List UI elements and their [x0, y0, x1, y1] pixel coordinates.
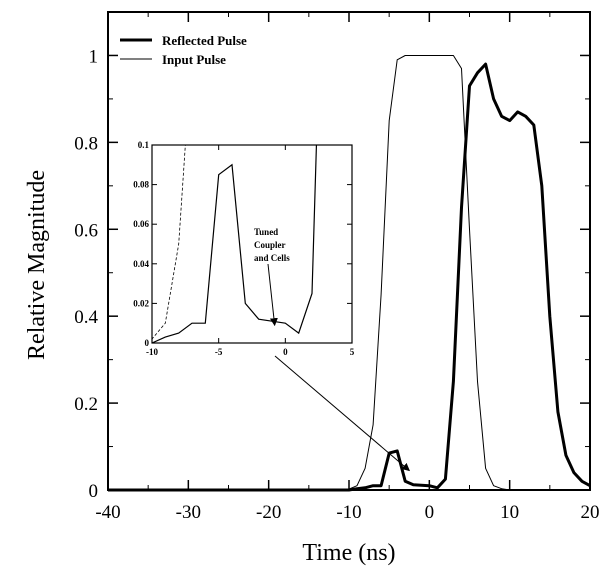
x-axis-title: Time (ns): [302, 540, 395, 566]
inset-y-tick-label: 0.1: [138, 140, 150, 150]
inset-series-layer: [152, 145, 318, 343]
inset-x-tick-label: -5: [215, 347, 223, 357]
x-tick-label: -10: [336, 502, 361, 523]
inset-background: [152, 145, 352, 343]
y-tick-label: 0.8: [74, 133, 98, 154]
x-tick-label: 0: [425, 502, 435, 523]
inset-chart: -10 -5 0 5 0 0.02 0.04 0.06 0.08 0.1: [133, 140, 355, 357]
inset-frame: [151, 144, 353, 344]
x-tick-label: 20: [581, 502, 600, 523]
legend-label-reflected: Reflected Pulse: [162, 33, 247, 48]
annotation-line-2: Coupler: [254, 240, 286, 250]
inset-series-reflected-line: [152, 145, 318, 343]
legend-label-input: Input Pulse: [162, 52, 226, 67]
annotation-line-1: Tuned: [254, 227, 278, 237]
y-tick-label: 0.4: [74, 307, 98, 328]
x-tick-label: -20: [256, 502, 281, 523]
inset-y-tick-label: 0.06: [133, 219, 149, 229]
inset-x-tick-label: -10: [146, 347, 158, 357]
inset-x-tick-label: 5: [350, 347, 355, 357]
inset-y-tick-label: 0: [145, 338, 150, 348]
y-tick-label: 0: [89, 481, 99, 502]
series-layer: [108, 55, 591, 492]
y-axis-title: Relative Magnitude: [24, 170, 50, 360]
inset-annotation: Tuned Coupler and Cells: [254, 227, 411, 472]
legend: Reflected Pulse Input Pulse: [120, 33, 247, 67]
y-tick-label: 1: [89, 46, 99, 67]
inset-x-tick-label: 0: [283, 347, 288, 357]
series-input-pulse-line: [108, 55, 590, 491]
x-tick-label: -30: [176, 502, 201, 523]
y-tick-label: 0.2: [74, 394, 98, 415]
y-tick-label: 0.6: [74, 220, 98, 241]
inset-y-tick-label: 0.04: [133, 259, 149, 269]
inset-y-tick-label: 0.08: [133, 180, 149, 190]
x-tick-label: 10: [500, 502, 519, 523]
x-tick-label: -40: [95, 502, 120, 523]
annotation-line-3: and Cells: [254, 253, 290, 263]
zoom-arrow: [274, 355, 411, 472]
inset-annotation-arrow: [267, 263, 278, 327]
inset-y-tick-label: 0.02: [133, 298, 149, 308]
